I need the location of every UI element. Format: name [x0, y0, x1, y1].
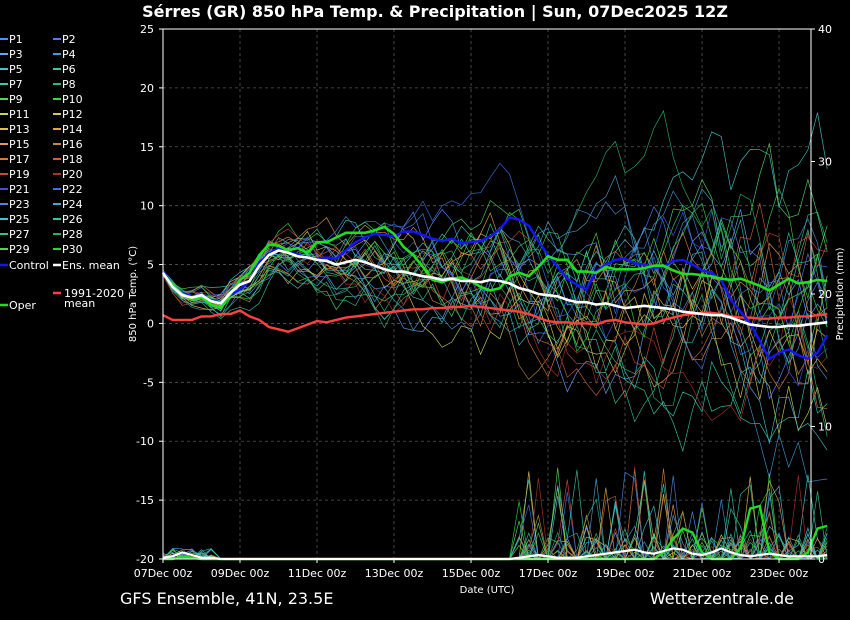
legend-label: P25 [9, 213, 30, 226]
y-axis-temp: 25 20 15 10 5 0 -5 -10 -15 -20 [136, 23, 163, 566]
legend: P1 P2 P3 P4 P5 P6 P7 P8 P9 P10 P11 P12 P13 P14 P15 P16 P… [0, 33, 124, 312]
legend-label: 1991-2020 [64, 287, 124, 300]
y-tick-label: -15 [136, 494, 154, 507]
y-tick-label: 20 [140, 82, 154, 95]
member-temp-line [162, 190, 828, 483]
main-series [161, 216, 829, 561]
x-axis: 07Dec 00z 09Dec 00z 11Dec 00z 13Dec 00z 15De… [134, 559, 809, 580]
x-axis-label: Date (UTC) [460, 585, 515, 596]
member-temp-line [162, 203, 828, 399]
x-tick-label: 09Dec 00z [211, 567, 270, 580]
series-oper [162, 225, 828, 310]
member-precip-line [162, 487, 828, 560]
member-temp-line [162, 229, 828, 364]
legend-label: P28 [62, 228, 83, 241]
legend-label: P23 [9, 198, 30, 211]
legend-label: P24 [62, 198, 83, 211]
y2-tick-label: 0 [818, 553, 825, 566]
legend-label: P8 [62, 78, 76, 91]
y2-tick-label: 30 [818, 156, 832, 169]
member-temp-line [162, 228, 828, 380]
member-spaghetti [162, 109, 828, 561]
legend-label: Control [9, 259, 49, 272]
y-tick-label: -5 [143, 376, 154, 389]
legend-label: P30 [62, 243, 83, 256]
y2-axis-label: Precipitation (mm) [835, 247, 846, 340]
y2-tick-label: 20 [818, 288, 832, 301]
legend-label: P1 [9, 33, 23, 46]
member-temp-line [162, 218, 828, 330]
legend-label: P4 [62, 48, 76, 61]
member-temp-line [162, 162, 828, 371]
legend-label: P27 [9, 228, 30, 241]
y-tick-label: 15 [140, 141, 154, 154]
chart-title: Sérres (GR) 850 hPa Temp. & Precipitatio… [142, 2, 728, 22]
legend-label: P18 [62, 153, 83, 166]
member-temp-line [162, 224, 828, 451]
legend-label: mean [64, 297, 95, 310]
legend-label: Oper [9, 299, 36, 312]
member-temp-line [162, 225, 828, 453]
legend-label: Ens. mean [62, 259, 120, 272]
y2-tick-label: 10 [818, 421, 832, 434]
x-tick-label: 17Dec 00z [519, 567, 578, 580]
member-temp-line [162, 211, 828, 423]
legend-label: P29 [9, 243, 30, 256]
legend-label: P5 [9, 63, 23, 76]
legend-label: P9 [9, 93, 23, 106]
series-ens-mean [161, 249, 828, 329]
member-temp-line [162, 109, 828, 365]
y2-tick-label: 40 [818, 23, 832, 36]
legend-label: P26 [62, 213, 83, 226]
legend-label: P10 [62, 93, 83, 106]
x-tick-label: 13Dec 00z [365, 567, 424, 580]
member-temp-line [162, 209, 828, 400]
x-tick-label: 15Dec 00z [442, 567, 501, 580]
legend-label: P11 [9, 108, 30, 121]
series-1991-2020-mean [162, 304, 828, 333]
x-tick-label: 07Dec 00z [134, 567, 193, 580]
y-axis-precip: 40 30 20 10 0 [811, 23, 832, 566]
legend-label: P12 [62, 108, 83, 121]
y-tick-label: 0 [147, 317, 154, 330]
y-tick-label: 5 [147, 259, 154, 272]
legend-label: P14 [62, 123, 83, 136]
legend-label: P19 [9, 168, 30, 181]
legend-label: P6 [62, 63, 76, 76]
legend-label: P13 [9, 123, 30, 136]
footer-source: GFS Ensemble, 41N, 23.5E [120, 589, 333, 608]
legend-label: P17 [9, 153, 30, 166]
y-tick-label: 25 [140, 23, 154, 36]
legend-label: P2 [62, 33, 76, 46]
y-axis-label: 850 hPa Temp. (°C) [128, 246, 139, 342]
x-tick-label: 23Dec 00z [750, 567, 809, 580]
legend-label: P7 [9, 78, 23, 91]
legend-label: P20 [62, 168, 83, 181]
y-tick-label: -10 [136, 435, 154, 448]
legend-label: P3 [9, 48, 23, 61]
footer-brand: Wetterzentrale.de [650, 589, 794, 608]
x-tick-label: 21Dec 00z [673, 567, 732, 580]
legend-label: P21 [9, 183, 30, 196]
legend-label: P16 [62, 138, 83, 151]
x-tick-label: 19Dec 00z [596, 567, 655, 580]
x-tick-label: 11Dec 00z [288, 567, 347, 580]
legend-label: P22 [62, 183, 83, 196]
y-tick-label: 10 [140, 200, 154, 213]
legend-label: P15 [9, 138, 30, 151]
member-temp-line [162, 217, 828, 361]
y-tick-label: -20 [136, 553, 154, 566]
member-temp-line [162, 143, 828, 321]
